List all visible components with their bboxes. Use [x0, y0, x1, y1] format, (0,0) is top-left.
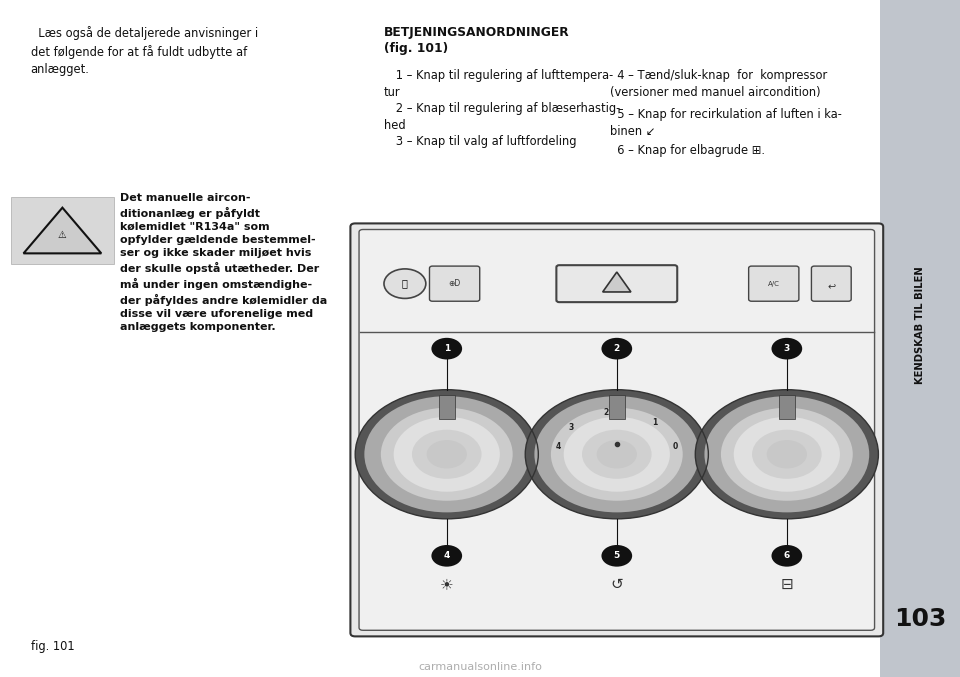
- Text: 4: 4: [556, 443, 561, 452]
- Circle shape: [431, 545, 462, 567]
- Circle shape: [733, 417, 840, 492]
- Circle shape: [772, 545, 803, 567]
- FancyBboxPatch shape: [350, 223, 883, 636]
- Circle shape: [705, 396, 869, 512]
- FancyBboxPatch shape: [811, 266, 852, 301]
- Circle shape: [381, 408, 513, 501]
- FancyBboxPatch shape: [429, 266, 480, 301]
- Text: ☀: ☀: [440, 577, 453, 592]
- Circle shape: [601, 545, 633, 567]
- Circle shape: [525, 390, 708, 519]
- Text: 1 – Knap til regulering af lufttempera-
tur: 1 – Knap til regulering af lufttempera- …: [384, 69, 613, 99]
- Text: 3: 3: [783, 344, 790, 353]
- FancyBboxPatch shape: [439, 395, 455, 420]
- Circle shape: [365, 396, 529, 512]
- Circle shape: [426, 440, 467, 468]
- Text: 103: 103: [894, 607, 947, 632]
- FancyBboxPatch shape: [749, 266, 799, 301]
- Text: 0: 0: [673, 443, 678, 452]
- Text: 2: 2: [613, 344, 620, 353]
- Circle shape: [355, 390, 539, 519]
- Text: KENDSKAB TIL BILEN: KENDSKAB TIL BILEN: [915, 266, 925, 384]
- Circle shape: [394, 417, 500, 492]
- Circle shape: [601, 338, 633, 359]
- FancyBboxPatch shape: [609, 395, 625, 420]
- Text: A/C: A/C: [768, 281, 780, 286]
- Text: 2 – Knap til regulering af blæserhastig-
hed: 2 – Knap til regulering af blæserhastig-…: [384, 102, 620, 132]
- Polygon shape: [23, 208, 102, 253]
- FancyBboxPatch shape: [779, 395, 795, 420]
- Circle shape: [412, 430, 482, 479]
- Circle shape: [564, 417, 670, 492]
- Circle shape: [767, 440, 807, 468]
- Text: Læs også de detaljerede anvisninger i
det følgende for at få fuldt udbytte af
an: Læs også de detaljerede anvisninger i de…: [31, 26, 258, 76]
- Circle shape: [752, 430, 822, 479]
- Text: ⊕D: ⊕D: [448, 279, 461, 288]
- Circle shape: [721, 408, 852, 501]
- Text: 1: 1: [444, 344, 450, 353]
- FancyBboxPatch shape: [880, 0, 960, 677]
- Text: 3: 3: [568, 423, 574, 432]
- Circle shape: [772, 338, 803, 359]
- Text: 2: 2: [604, 408, 609, 418]
- FancyBboxPatch shape: [12, 198, 114, 263]
- Text: 6: 6: [783, 551, 790, 561]
- Text: ⊟: ⊟: [780, 577, 793, 592]
- Circle shape: [551, 408, 683, 501]
- Text: 4 – Tænd/sluk-knap  for  kompressor
(versioner med manuel aircondition): 4 – Tænd/sluk-knap for kompressor (versi…: [610, 69, 827, 99]
- Text: Det manuelle aircon-
ditionanlæg er påfyldt
kølemidlet "R134a" som
opfylder gæld: Det manuelle aircon- ditionanlæg er påfy…: [120, 193, 327, 332]
- Text: ⚠: ⚠: [58, 230, 67, 240]
- Text: 6 – Knap for elbagrude ⊞.: 6 – Knap for elbagrude ⊞.: [610, 144, 764, 157]
- Text: ↩: ↩: [828, 282, 835, 292]
- Text: 5: 5: [613, 551, 620, 561]
- Text: ↺: ↺: [611, 577, 623, 592]
- Text: 4: 4: [444, 551, 450, 561]
- Circle shape: [535, 396, 699, 512]
- FancyBboxPatch shape: [557, 265, 677, 302]
- Text: BETJENINGSANORDNINGER
(fig. 101): BETJENINGSANORDNINGER (fig. 101): [384, 26, 569, 55]
- Text: 1: 1: [653, 418, 658, 427]
- Circle shape: [597, 440, 636, 468]
- Circle shape: [431, 338, 462, 359]
- Text: carmanualsonline.info: carmanualsonline.info: [418, 661, 542, 672]
- Circle shape: [695, 390, 878, 519]
- Text: fig. 101: fig. 101: [31, 640, 74, 653]
- Text: 3 – Knap til valg af luftfordeling: 3 – Knap til valg af luftfordeling: [384, 135, 577, 148]
- Circle shape: [582, 430, 652, 479]
- FancyBboxPatch shape: [359, 230, 875, 630]
- Polygon shape: [603, 272, 631, 292]
- Text: 5 – Knap for recirkulation af luften i ka-
binen ↙: 5 – Knap for recirkulation af luften i k…: [610, 108, 842, 138]
- Text: 🚗: 🚗: [402, 279, 408, 288]
- Circle shape: [384, 269, 426, 299]
